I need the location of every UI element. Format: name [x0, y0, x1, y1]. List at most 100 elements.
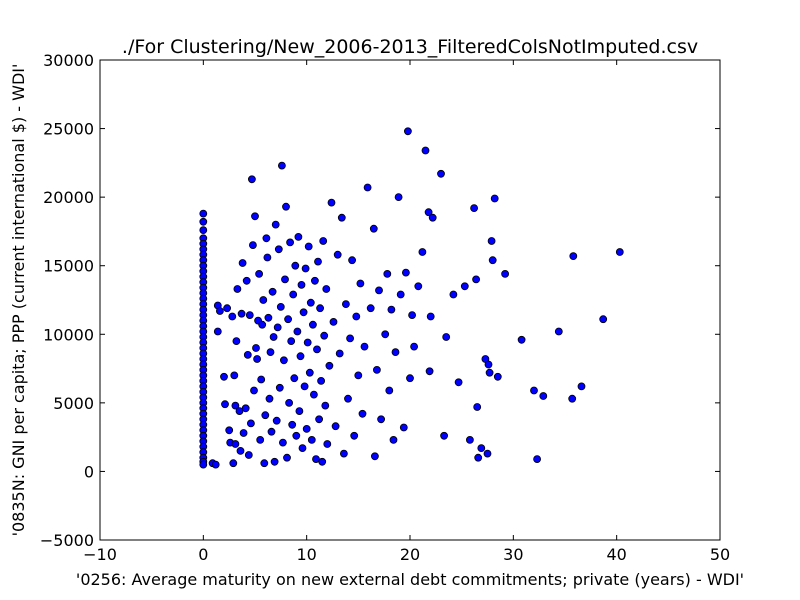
data-point — [253, 355, 262, 363]
data-point — [229, 459, 238, 468]
data-point — [530, 386, 538, 395]
data-point — [363, 183, 372, 192]
data-point — [251, 212, 259, 221]
data-point — [321, 401, 330, 410]
data-point — [230, 371, 239, 380]
data-point — [233, 285, 242, 293]
data-point — [263, 253, 272, 262]
data-point — [261, 411, 270, 420]
data-point — [470, 204, 479, 213]
data-point — [278, 438, 287, 447]
data-point — [344, 394, 352, 403]
data-point — [403, 127, 412, 136]
data-point — [260, 459, 269, 468]
data-point — [517, 335, 526, 344]
data-point — [271, 220, 280, 229]
data-point — [252, 344, 260, 352]
data-point — [264, 313, 273, 322]
axis-ticks — [99, 59, 721, 541]
data-point — [383, 269, 392, 278]
data-point — [225, 426, 234, 435]
data-point — [568, 394, 577, 403]
y-tick-label: −5000 — [40, 531, 94, 550]
data-point — [273, 323, 282, 332]
data-point — [238, 259, 247, 267]
data-point — [277, 161, 286, 170]
data-point — [341, 300, 350, 309]
data-point — [454, 378, 463, 387]
data-point — [259, 296, 268, 304]
data-point — [339, 449, 348, 458]
data-point — [329, 317, 338, 326]
data-point — [284, 315, 293, 324]
data-point — [318, 457, 327, 466]
data-point — [288, 420, 297, 429]
data-point — [317, 376, 326, 385]
data-point — [297, 280, 306, 289]
data-point — [337, 213, 346, 222]
data-point — [484, 360, 493, 369]
y-tick-label: 30000 — [43, 51, 94, 70]
data-point — [199, 209, 208, 218]
data-point — [472, 275, 481, 284]
data-point — [319, 237, 328, 245]
data-point — [281, 275, 289, 284]
data-point — [221, 400, 229, 409]
data-point — [487, 237, 496, 245]
data-point — [289, 290, 298, 299]
data-point — [331, 422, 340, 431]
data-point — [256, 435, 265, 444]
x-tick-label: 0 — [198, 545, 208, 564]
x-tick-label: 10 — [296, 545, 316, 564]
data-point — [199, 217, 208, 226]
data-point — [323, 440, 332, 448]
data-point — [309, 390, 318, 399]
data-points — [199, 127, 624, 469]
data-point — [399, 423, 408, 432]
data-point — [304, 242, 313, 251]
data-point — [282, 202, 290, 211]
data-point — [569, 252, 578, 261]
x-tick-label: 50 — [710, 545, 730, 564]
data-point — [460, 282, 469, 291]
data-point — [245, 311, 254, 320]
x-axis-label: '0256: Average maturity on new external … — [76, 570, 744, 589]
data-point — [301, 264, 310, 273]
data-point — [539, 392, 548, 400]
data-point — [366, 304, 375, 313]
data-point — [243, 350, 252, 359]
data-point — [220, 372, 228, 381]
data-point — [465, 435, 474, 444]
y-tick-label: 15000 — [43, 257, 94, 276]
data-point — [426, 312, 435, 321]
data-point — [248, 241, 257, 250]
data-point — [237, 309, 246, 318]
data-point — [377, 415, 386, 424]
data-point — [257, 375, 266, 384]
data-point — [394, 193, 403, 202]
data-point — [199, 226, 208, 235]
data-point — [316, 304, 325, 313]
data-point — [283, 453, 291, 462]
data-point — [315, 415, 324, 424]
data-point — [274, 245, 283, 254]
data-point — [258, 320, 267, 329]
data-point — [488, 256, 497, 265]
data-point — [305, 368, 314, 377]
data-point — [215, 307, 224, 315]
data-point — [232, 337, 241, 346]
data-point — [325, 361, 334, 370]
x-tick-label: 20 — [400, 545, 420, 564]
data-point — [290, 374, 299, 383]
data-point — [418, 248, 427, 256]
x-tick-label: 40 — [606, 545, 626, 564]
data-point — [310, 276, 319, 285]
y-axis-label: '0835N: GNI per capita; PPP (current int… — [9, 64, 28, 537]
data-point — [298, 444, 307, 453]
y-tick-label: 20000 — [43, 188, 94, 207]
data-point — [293, 327, 302, 336]
data-point — [490, 194, 499, 203]
data-point — [320, 331, 329, 340]
